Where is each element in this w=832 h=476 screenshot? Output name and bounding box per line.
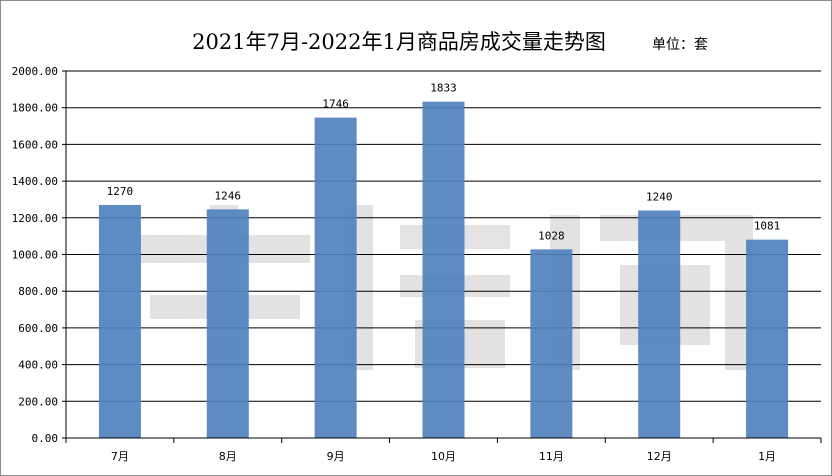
y-tick-label: 0.00 (32, 432, 59, 445)
bar (422, 101, 465, 438)
bar (530, 249, 573, 438)
x-tick-label: 8月 (219, 450, 237, 463)
unit-label: 单位：套 (652, 37, 708, 53)
data-label: 1270 (107, 185, 134, 198)
chart-title: 2021年7月-2022年1月商品房成交量走势图 (192, 30, 606, 54)
data-label: 1746 (322, 98, 349, 111)
x-tick-label: 11月 (539, 450, 564, 463)
data-label: 1028 (538, 229, 565, 242)
y-tick-label: 400.00 (18, 359, 58, 372)
y-tick-label: 1600.00 (12, 138, 58, 151)
x-tick-label: 12月 (647, 450, 672, 463)
x-tick-label: 7月 (111, 450, 129, 463)
bar (314, 117, 357, 438)
bar (98, 204, 141, 438)
bar (746, 239, 789, 438)
y-tick-label: 1400.00 (12, 175, 58, 188)
data-label: 1081 (754, 220, 781, 233)
bar (206, 209, 249, 438)
x-tick-label: 1月 (758, 450, 776, 463)
y-tick-label: 200.00 (18, 395, 58, 408)
y-tick-label: 2000.00 (12, 65, 58, 78)
bar (638, 210, 681, 438)
y-tick-label: 1000.00 (12, 249, 58, 262)
y-tick-label: 600.00 (18, 322, 58, 335)
x-tick-label: 9月 (327, 450, 345, 463)
y-tick-label: 1800.00 (12, 102, 58, 115)
x-tick-label: 10月 (431, 450, 456, 463)
y-tick-label: 800.00 (18, 285, 58, 298)
y-tick-label: 1200.00 (12, 212, 58, 225)
data-label: 1240 (646, 190, 673, 203)
data-label: 1246 (215, 189, 242, 202)
data-label: 1833 (430, 82, 457, 95)
